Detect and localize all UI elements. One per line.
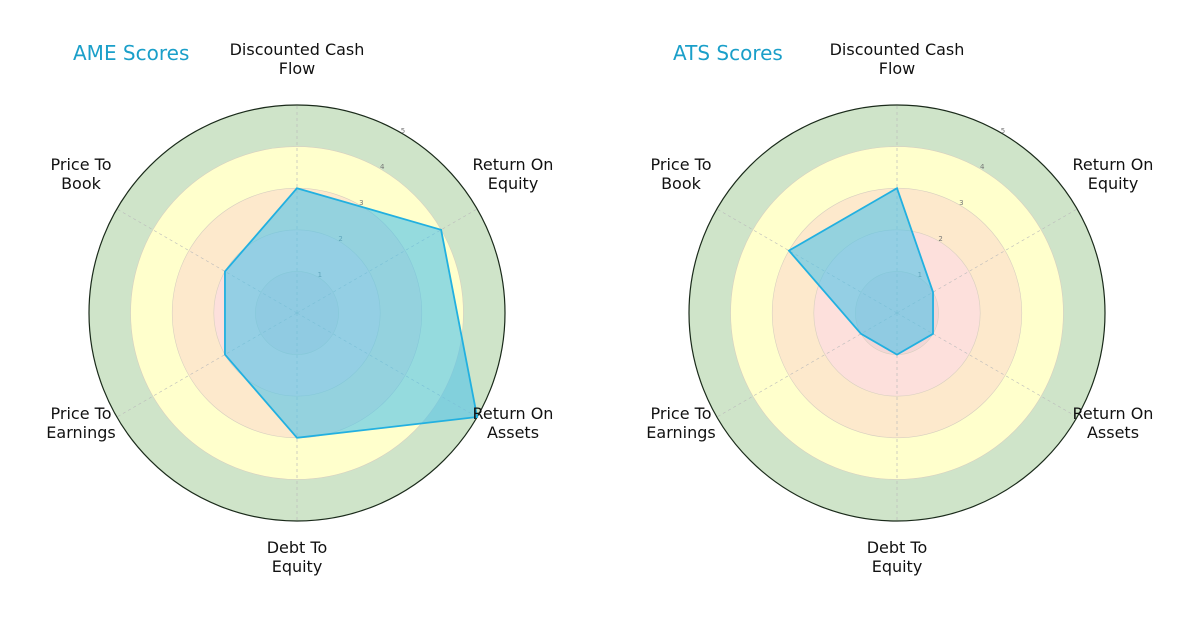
axis-label: Price To Earnings [646,404,715,442]
tick-label: 4 [980,163,985,171]
axis-label-line: Price To [51,404,112,423]
chart-title: AME Scores [73,41,189,65]
axis-label: Return On Equity [1073,155,1154,193]
axis-label-line: Equity [272,557,323,576]
tick-label: 3 [359,199,363,207]
axis-label: Discounted Cash Flow [830,40,965,78]
axis-label-line: Book [661,174,702,193]
axis-line [896,312,1078,418]
axis-label-line: Equity [488,174,539,193]
axis-label-line: Flow [879,59,916,78]
axis-label-line: Price To [51,155,112,174]
tick-label: 5 [401,127,405,135]
axis-label-line: Equity [1088,174,1139,193]
axis-label-line: Book [61,174,102,193]
axis-label-line: Debt To [267,538,328,557]
axis-label-line: Return On [1073,155,1154,174]
axis-label-line: Discounted Cash [830,40,965,59]
axis-label-line: Return On [473,404,554,423]
axis-label-line: Return On [473,155,554,174]
axis-label-line: Price To [651,155,712,174]
outer-circle [88,104,506,522]
axis-label: Price To Book [51,155,112,193]
tick-label: 4 [380,163,385,171]
axis-label: Return On Equity [473,155,554,193]
tick-label: 2 [938,235,942,243]
axis-line [116,312,298,418]
axis-line [116,208,298,314]
axis-label: Discounted Cash Flow [230,40,365,78]
axis-label-line: Return On [1073,404,1154,423]
tick-label: 3 [959,199,963,207]
axis-label: Price To Earnings [46,404,115,442]
axis-label: Price To Book [651,155,712,193]
axis-line [896,208,1078,314]
axis-label-line: Earnings [646,423,715,442]
axis-label: Debt To Equity [867,538,928,576]
tick-label: 5 [1001,127,1005,135]
axis-label: Return On Assets [1073,404,1154,442]
axis-label-line: Flow [279,59,316,78]
outer-circle [688,104,1106,522]
axis-label-line: Price To [651,404,712,423]
axis-label-line: Assets [1087,423,1139,442]
axis-label: Return On Assets [473,404,554,442]
axis-line [716,312,898,418]
axis-label-line: Equity [872,557,923,576]
chart-title: ATS Scores [673,41,783,65]
axis-label-line: Debt To [867,538,928,557]
axis-label-line: Earnings [46,423,115,442]
axis-label-line: Discounted Cash [230,40,365,59]
axis-label: Debt To Equity [267,538,328,576]
axis-label-line: Assets [487,423,539,442]
